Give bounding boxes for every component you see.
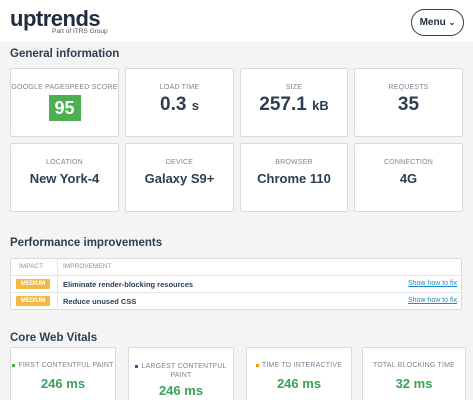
card-label: CONNECTION <box>383 159 434 166</box>
card-label: GOOGLE PAGESPEED SCORE <box>11 84 118 91</box>
device-card: DEVICE Galaxy S9+ <box>125 143 234 212</box>
improvements-table: IMPACT IMPROVEMENT MEDIUM Eliminate rend… <box>10 258 462 310</box>
blue-dot-icon <box>135 364 139 368</box>
card-value: Galaxy S9+ <box>144 171 215 186</box>
column-header-impact: IMPACT <box>19 263 44 270</box>
show-how-to-fix-link[interactable]: Show how to fix <box>407 280 457 287</box>
card-label: TIME TO INTERACTIVE <box>247 362 351 369</box>
improvement-title: Eliminate render-blocking resources <box>63 280 194 289</box>
card-label: LOCATION <box>46 159 83 166</box>
menu-button[interactable]: Menu ⌄ <box>411 9 464 36</box>
impact-badge: MEDIUM <box>16 296 50 306</box>
browser-card: BROWSER Chrome 110 <box>240 143 348 212</box>
core-web-vitals-title: Core Web Vitals <box>10 332 98 344</box>
show-how-to-fix-link[interactable]: Show how to fix <box>407 297 457 304</box>
card-value: 0.3 s <box>160 94 199 115</box>
lcp-card: LARGEST CONTENTFUL PAINT 246 ms <box>128 347 234 400</box>
card-value: 246 ms <box>158 383 204 398</box>
table-row: MEDIUM Eliminate render-blocking resourc… <box>11 275 461 292</box>
green-dot-icon <box>12 363 16 367</box>
orange-dot-icon <box>255 363 259 367</box>
card-value: 246 ms <box>40 376 86 391</box>
card-label: SIZE <box>285 84 303 91</box>
impact-badge: MEDIUM <box>16 279 50 289</box>
column-divider <box>57 259 58 309</box>
card-value: Chrome 110 <box>257 171 331 186</box>
card-value: New York-4 <box>29 171 100 186</box>
card-value: 32 ms <box>395 376 433 391</box>
tbt-card: TOTAL BLOCKING TIME 32 ms <box>362 347 466 400</box>
card-value: 257.1 kB <box>259 94 329 115</box>
card-label: TOTAL BLOCKING TIME <box>372 362 456 369</box>
card-label: REQUESTS <box>388 84 429 91</box>
card-label: FIRST CONTENTFUL PAINT <box>11 362 115 369</box>
connection-card: CONNECTION 4G <box>354 143 463 212</box>
general-info-title: General information <box>10 48 120 60</box>
card-label: LARGEST CONTENTFUL PAINT <box>129 362 233 380</box>
requests-card: REQUESTS 35 <box>354 68 463 137</box>
top-header: uptrends Part of ITRS Group Menu ⌄ <box>0 0 473 42</box>
size-card: SIZE 257.1 kB <box>240 68 348 137</box>
score-badge: 95 <box>48 95 81 121</box>
tti-card: TIME TO INTERACTIVE 246 ms <box>246 347 352 400</box>
card-label: DEVICE <box>165 159 194 166</box>
chevron-down-icon: ⌄ <box>448 18 456 27</box>
column-header-improvement: IMPROVEMENT <box>63 263 112 270</box>
card-label: BROWSER <box>275 159 313 166</box>
logo-subtitle: Part of ITRS Group <box>52 28 108 35</box>
card-label: LOAD TIME <box>159 84 200 91</box>
menu-label: Menu <box>419 17 446 28</box>
card-value: 35 <box>397 94 420 115</box>
improvement-title: Reduce unused CSS <box>63 297 137 306</box>
card-value: 4G <box>399 171 418 186</box>
location-card: LOCATION New York-4 <box>10 143 119 212</box>
table-row: MEDIUM Reduce unused CSS Show how to fix <box>11 292 461 309</box>
fcp-card: FIRST CONTENTFUL PAINT 246 ms <box>10 347 116 400</box>
pagespeed-score-card: GOOGLE PAGESPEED SCORE 95 <box>10 68 119 137</box>
logo[interactable]: uptrends <box>10 6 101 31</box>
load-time-card: LOAD TIME 0.3 s <box>125 68 234 137</box>
card-value: 246 ms <box>276 376 322 391</box>
performance-title: Performance improvements <box>10 237 163 249</box>
